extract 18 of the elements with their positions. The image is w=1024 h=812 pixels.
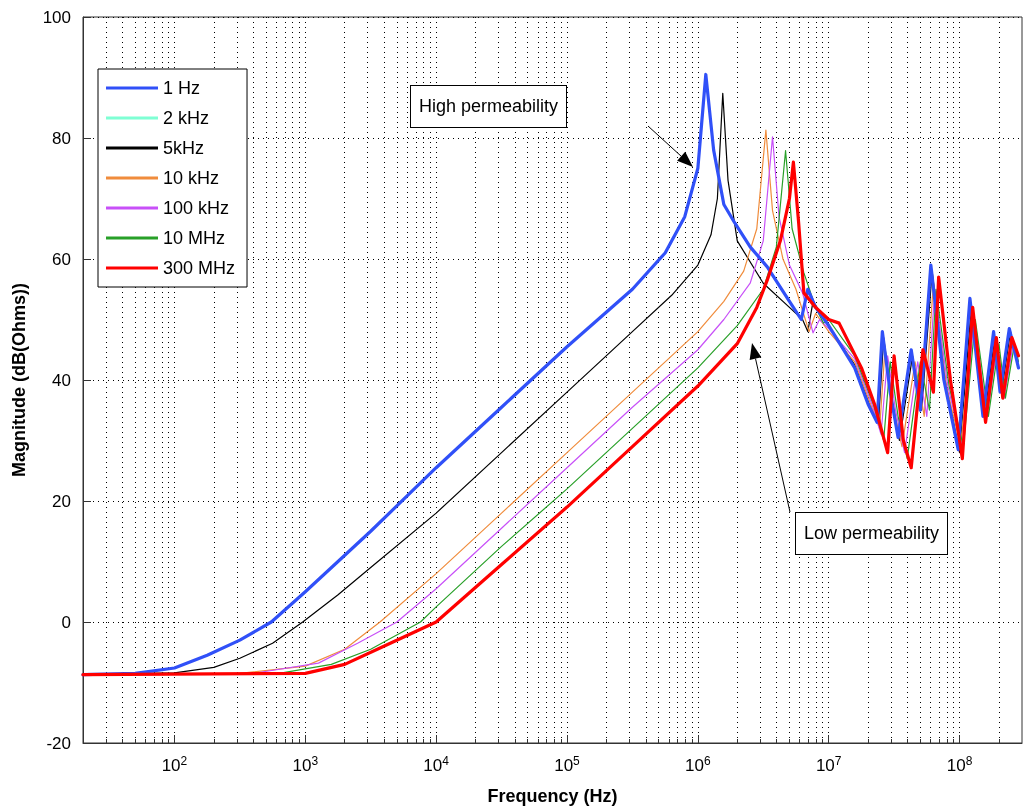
annotation: Low permeability (795, 512, 949, 555)
legend-label: 2 kHz (163, 108, 210, 128)
y-tick-label: 100 (42, 7, 71, 27)
y-axis-title: Magnitude (dB(Ohms)) (9, 283, 29, 477)
annotation: High permeability (410, 85, 568, 128)
x-axis-title: Frequency (Hz) (487, 786, 618, 806)
legend-label: 1 Hz (163, 78, 201, 98)
y-tick-label: 80 (52, 128, 71, 148)
legend-label: 100 kHz (163, 198, 230, 218)
legend-label: 300 MHz (163, 258, 236, 278)
y-tick-label: 60 (52, 249, 71, 269)
legend-label: 10 kHz (163, 168, 220, 188)
y-tick-label: 20 (52, 491, 71, 511)
y-tick-label: -20 (46, 733, 71, 753)
y-tick-label: 0 (61, 612, 71, 632)
y-tick-label: 40 (52, 370, 71, 390)
legend-label: 5kHz (163, 138, 205, 158)
legend-label: 10 MHz (163, 228, 226, 248)
